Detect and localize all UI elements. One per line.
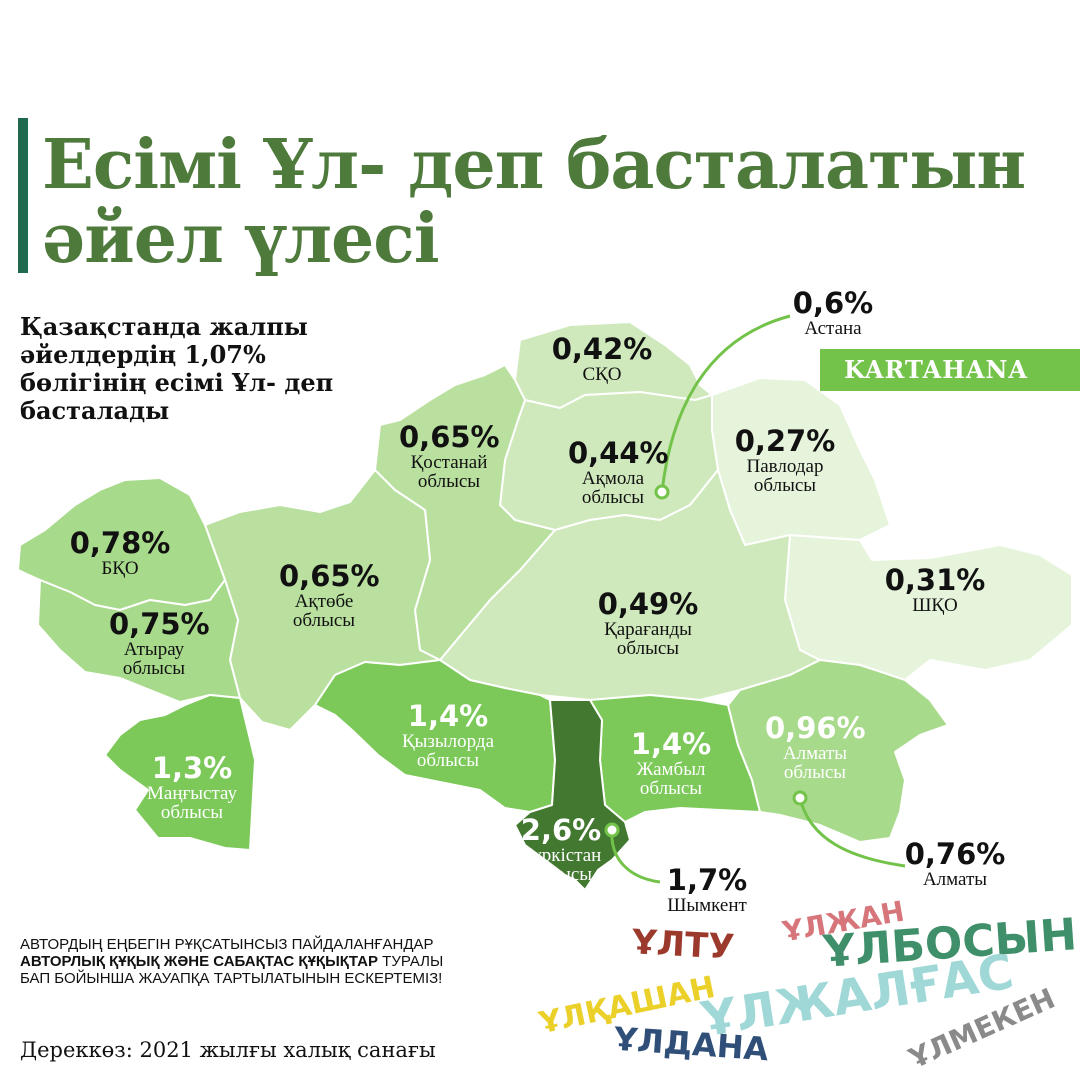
region-value: 0,49% xyxy=(597,587,699,621)
region-name: Ақтөбе облысы xyxy=(292,591,356,631)
region-label-kyzylorda: 1,4% Қызылорда облысы xyxy=(383,700,513,770)
copyright-text-2: ТУРАЛЫ БАП БОЙЫНША ЖАУАПҚА ТАРТЫЛАТЫНЫН … xyxy=(20,953,444,987)
region-atyrau xyxy=(37,579,241,703)
region-name: Атырау облысы xyxy=(122,639,186,679)
region-mangystau xyxy=(104,694,256,851)
brand-label: KARTAHANA xyxy=(820,349,1080,391)
city-name: Алматы xyxy=(922,869,988,890)
city-label-astana: 0,6% Астана xyxy=(793,287,873,338)
region-label-sko: 0,42% СҚО xyxy=(552,333,653,384)
city-value: 0,6% xyxy=(792,286,874,320)
region-label-zhambyl: 1,4% Жамбыл облысы xyxy=(621,728,721,798)
region-name: Ақмола облысы xyxy=(581,468,645,508)
city-name: Астана xyxy=(804,318,862,339)
region-label-kostanay: 0,65% Қостанай облысы xyxy=(399,420,500,492)
region-value: 0,44% xyxy=(568,436,669,470)
region-name: СҚО xyxy=(582,364,622,385)
region-name: Қызылорда облысы xyxy=(401,731,495,771)
region-name: Қарағанды облысы xyxy=(604,619,692,659)
city-leader-lines xyxy=(610,314,906,884)
region-label-mangystau: 1,3% Маңғыстау облысы xyxy=(132,752,252,822)
region-name: Түркістан облысы xyxy=(520,845,602,885)
page-title: Есімі Ұл- деп басталатын әйел үлесі xyxy=(42,125,1026,279)
city-name: Шымкент xyxy=(667,895,747,916)
region-name: Алматы облысы xyxy=(782,743,848,783)
region-label-atyrau: 0,75% Атырау облысы xyxy=(109,607,210,679)
shymkent-marker xyxy=(604,822,620,838)
region-value: 2,6% xyxy=(520,813,602,847)
region-value: 0,27% xyxy=(734,424,836,458)
region-label-aktobe: 0,65% Ақтөбе облысы xyxy=(279,559,380,631)
city-label-shymkent: 1,7% Шымкент xyxy=(667,864,747,915)
copyright-bold-text: АВТОРЛЫҚ ҚҰҚЫҚ ЖӘНЕ САБАҚТАС ҚҰҚЫҚТАР xyxy=(20,953,378,970)
city-value: 1,7% xyxy=(666,863,748,897)
almaty-marker xyxy=(792,790,808,806)
name-word-ultu: ҰЛТУ xyxy=(631,922,735,967)
name-text: ҰЛТУ xyxy=(631,922,736,968)
almaty-leader-line xyxy=(798,797,906,868)
region-label-bko: 0,78% БҚО xyxy=(70,527,171,578)
astana-marker xyxy=(654,484,670,500)
title-line-2: әйел үлесі xyxy=(42,199,440,279)
region-value: 1,3% xyxy=(151,751,233,785)
region-name: Павлодар облысы xyxy=(746,456,824,496)
region-value: 1,4% xyxy=(630,727,712,761)
region-name: БҚО xyxy=(101,558,139,579)
title-accent-bar xyxy=(18,118,28,273)
copyright-notice: АВТОРДЫҢ ЕҢБЕГІН РҰҚСАТЫНСЫЗ ПАЙДАЛАНҒАН… xyxy=(20,936,460,987)
region-name: Маңғыстау облысы xyxy=(147,783,237,823)
region-value: 0,78% xyxy=(69,526,171,560)
region-value: 0,75% xyxy=(109,607,210,641)
region-name: ШҚО xyxy=(912,595,958,616)
region-name: Жамбыл облысы xyxy=(636,759,706,799)
intro-text: Қазақстанда жалпы әйелдердің 1,07% бөліг… xyxy=(20,312,334,425)
region-almaty-obl xyxy=(727,659,949,843)
region-label-turkistan: 2,6% Түркістан облысы xyxy=(511,814,611,884)
city-label-almaty: 0,76% Алматы xyxy=(905,838,1006,889)
shymkent-leader-line xyxy=(610,829,661,884)
region-value: 0,65% xyxy=(279,559,380,593)
region-turkistan xyxy=(514,699,631,891)
data-source: Дереккөз: 2021 жылғы халық санағы xyxy=(20,1038,436,1062)
region-value: 0,65% xyxy=(399,420,500,454)
city-value: 0,76% xyxy=(904,837,1006,871)
region-label-vko: 0,31% ШҚО xyxy=(885,564,986,615)
copyright-text-1: АВТОРДЫҢ ЕҢБЕГІН РҰҚСАТЫНСЫЗ ПАЙДАЛАНҒАН… xyxy=(20,936,434,953)
region-label-almaty-obl: 0,96% Алматы облысы xyxy=(765,711,866,783)
region-label-akmola: 0,44% Ақмола облысы xyxy=(568,436,669,508)
region-label-pavlodar: 0,27% Павлодар облысы xyxy=(730,425,840,495)
region-value: 0,31% xyxy=(884,563,986,597)
region-value: 0,42% xyxy=(551,332,653,366)
region-name: Қостанай облысы xyxy=(410,452,488,492)
title-line-1: Есімі Ұл- деп басталатын xyxy=(42,125,1026,205)
region-label-karaganda: 0,49% Қарағанды облысы xyxy=(588,588,708,658)
astana-leader-line xyxy=(660,314,791,493)
region-value: 1,4% xyxy=(407,699,489,733)
region-value: 0,96% xyxy=(765,711,866,745)
